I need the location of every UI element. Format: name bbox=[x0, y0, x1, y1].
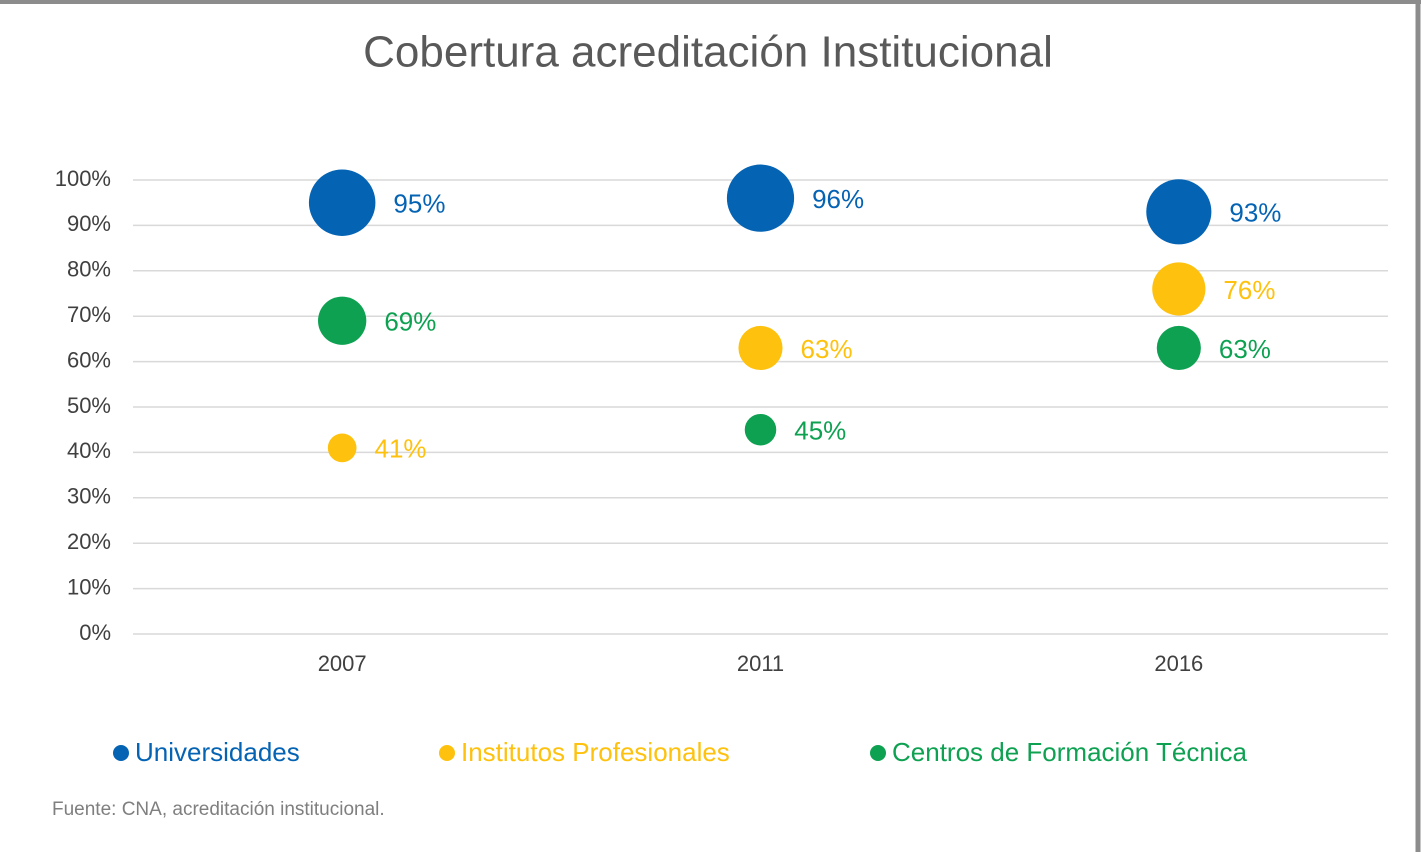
data-label: 95% bbox=[393, 189, 445, 219]
y-tick-label: 30% bbox=[67, 484, 111, 509]
y-tick-label: 60% bbox=[67, 347, 111, 372]
chart-title: Cobertura acreditación Institucional bbox=[363, 28, 1053, 77]
x-tick-label: 2016 bbox=[1154, 651, 1203, 676]
bubble bbox=[308, 169, 376, 236]
data-label: 69% bbox=[384, 307, 436, 337]
data-label: 63% bbox=[1219, 334, 1271, 364]
bubble bbox=[1156, 325, 1201, 371]
legend-marker bbox=[439, 745, 455, 761]
source: Fuente: CNA, acreditación institucional. bbox=[52, 799, 385, 820]
bubble bbox=[1146, 179, 1212, 245]
data-label: 76% bbox=[1223, 275, 1275, 305]
legend-label: Universidades bbox=[135, 737, 300, 767]
x-tick-label: 2011 bbox=[737, 651, 784, 676]
bubble bbox=[726, 164, 795, 232]
y-tick-label: 40% bbox=[67, 438, 111, 463]
y-tick-label: 100% bbox=[55, 166, 111, 191]
bubble bbox=[738, 325, 783, 371]
y-tick-label: 90% bbox=[67, 211, 111, 236]
y-tick-label: 80% bbox=[67, 257, 111, 282]
x-tick-label: 2007 bbox=[318, 651, 367, 676]
data-label: 93% bbox=[1229, 198, 1281, 228]
bubble bbox=[744, 413, 777, 446]
y-tick-label: 0% bbox=[79, 620, 111, 645]
bubble bbox=[327, 433, 357, 463]
legend-label: Centros de Formación Técnica bbox=[892, 737, 1248, 767]
data-label: 96% bbox=[812, 184, 864, 214]
bubble bbox=[1152, 262, 1206, 316]
y-tick-label: 50% bbox=[67, 393, 111, 418]
y-tick-label: 10% bbox=[67, 574, 111, 599]
y-tick-label: 20% bbox=[67, 529, 111, 554]
bubble bbox=[318, 296, 367, 345]
y-tick-label: 70% bbox=[67, 302, 111, 327]
legend-label: Institutos Profesionales bbox=[461, 737, 730, 767]
legend-marker bbox=[870, 745, 886, 761]
data-label: 41% bbox=[375, 434, 427, 464]
data-label: 45% bbox=[794, 416, 846, 446]
legend-marker bbox=[113, 745, 129, 761]
data-label: 63% bbox=[801, 334, 853, 364]
